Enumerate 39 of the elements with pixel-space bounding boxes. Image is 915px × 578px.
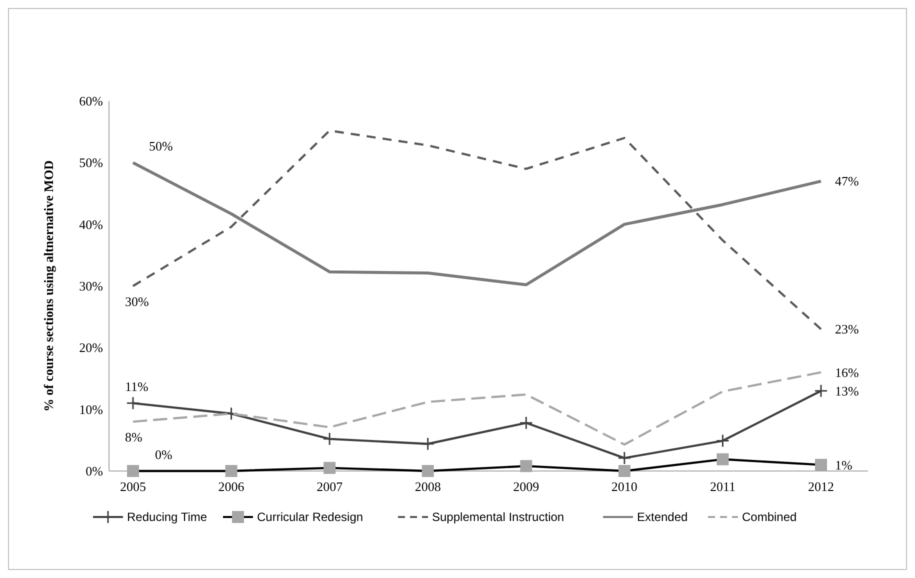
x-tick-label: 2008 <box>414 479 441 494</box>
y-tick-label: 0% <box>86 464 104 479</box>
legend-label: Reducing Time <box>127 510 208 524</box>
data-label: 8% <box>125 430 142 445</box>
x-tick-label: 2012 <box>808 479 834 494</box>
data-label: 0% <box>155 447 172 462</box>
legend-label: Combined <box>742 510 797 524</box>
x-tick-label: 2007 <box>316 479 344 494</box>
y-tick-label: 10% <box>79 402 104 417</box>
data-label: 16% <box>835 364 859 380</box>
y-tick-label: 60% <box>79 94 104 109</box>
point <box>814 384 828 398</box>
x-tick-label: 2009 <box>513 479 540 494</box>
data-label: 1% <box>835 457 852 472</box>
data-label: 30% <box>125 294 149 309</box>
legend-label: Curricular Redesign <box>257 510 364 524</box>
legend-label: Extended <box>637 510 688 524</box>
point <box>519 416 533 430</box>
data-label: 11% <box>125 379 149 394</box>
x-tick-label: 2005 <box>120 479 146 494</box>
x-tick-label: 2011 <box>710 479 736 494</box>
point <box>322 432 336 446</box>
y-tick-label: 20% <box>79 340 104 356</box>
point <box>421 437 435 451</box>
data-label: 50% <box>149 138 173 154</box>
y-axis-title: % of course sections using altnernative MOD <box>41 160 56 412</box>
line-series <box>132 161 822 286</box>
x-tick-label: 2006 <box>218 479 245 494</box>
data-label: 23% <box>835 322 859 337</box>
data-label: 47% <box>835 174 859 189</box>
data-label: 13% <box>835 383 859 398</box>
point <box>126 396 140 410</box>
y-tick-label: 30% <box>79 278 104 294</box>
y-tick-label: 40% <box>79 216 104 232</box>
point <box>618 451 632 465</box>
legend-label: Supplemental Instruction <box>432 510 564 524</box>
y-tick-label: 50% <box>79 155 104 170</box>
x-tick-label: 2010 <box>611 479 638 494</box>
point <box>716 434 730 448</box>
